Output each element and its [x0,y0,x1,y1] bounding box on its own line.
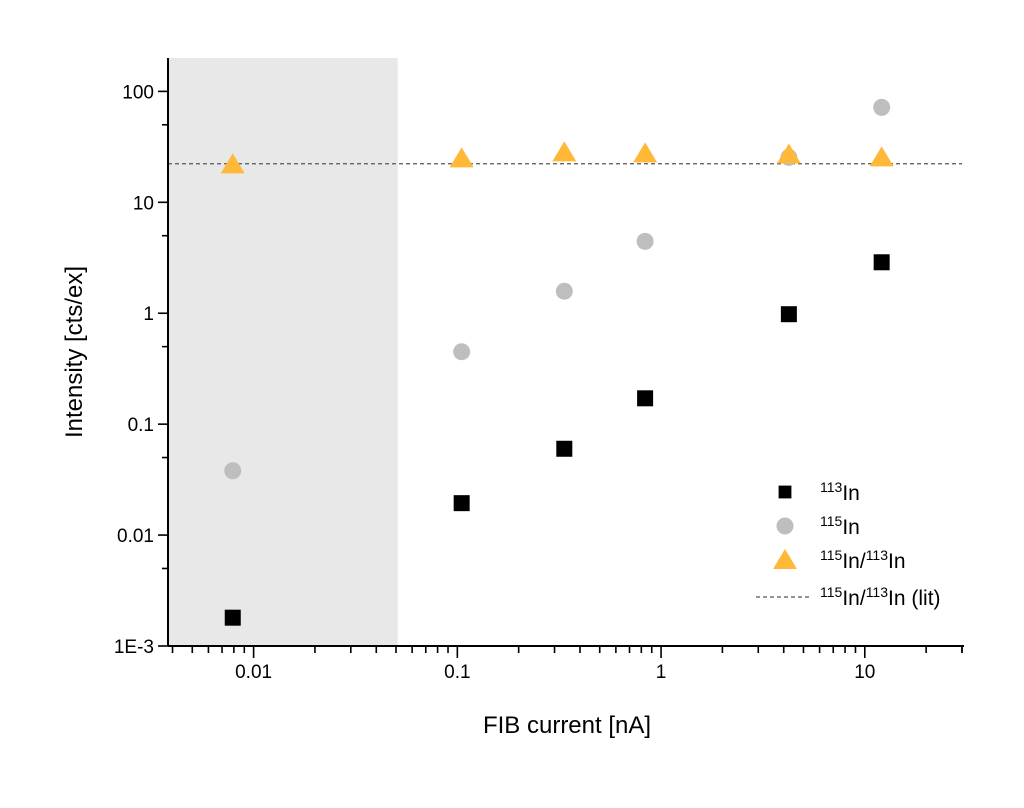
x-tick-label: 1 [656,662,667,683]
legend-label-part: 113 [820,479,843,495]
data-point-circle [453,343,471,361]
data-point-square [224,609,241,626]
legend-label-part: In [888,550,906,573]
legend-label-part: In [888,587,906,610]
data-marks [168,98,962,626]
legend-square-icon [778,485,792,499]
legend-label-part: (lit) [906,587,941,610]
legend-label: 115In/113In [820,547,906,573]
x-tick-label: 0.1 [444,662,470,683]
legend-label-part: In/ [842,587,866,610]
legend-label-part: 115 [820,584,843,600]
legend-label-part: 115 [820,547,843,563]
legend-entry: 115In [776,513,860,539]
data-point-triangle [633,142,658,163]
legend-label: 113In [820,479,860,505]
y-tick-label: 10 [133,193,154,214]
shaded-region-rect [168,58,398,646]
y-tick-label: 0.01 [117,526,154,547]
x-axis-label: FIB current [nA] [483,712,651,739]
x-tick-label: 0.01 [235,662,272,683]
data-point-square [453,495,470,512]
legend-label-part: 115 [820,513,843,529]
legend-label-part: In [842,516,860,539]
data-point-circle [555,282,573,300]
legend-entry: 115In/113In (lit) [756,584,941,610]
x-tick-label: 10 [854,662,875,683]
data-point-square [556,440,573,457]
shaded-region [168,58,398,646]
data-point-triangle [776,143,801,164]
data-point-triangle [552,141,577,162]
data-point-circle [224,462,242,480]
data-point-square [637,390,654,407]
data-point-square [873,254,890,271]
y-axis-label: Intensity [cts/ex] [61,266,88,438]
y-tick-label: 100 [122,82,154,103]
legend-label-part: 113 [866,584,889,600]
legend-circle-icon [776,517,794,535]
y-tick-label: 1E-3 [114,637,154,658]
data-point-circle [873,98,891,116]
data-point-triangle [449,147,474,168]
data-point-circle [636,232,654,250]
legend-label-part: 113 [866,547,889,563]
legend-label-part: In [842,482,860,505]
data-point-square [780,306,797,323]
legend-entry: 115In/113In [773,547,906,573]
legend-entry: 113In [778,479,860,505]
y-tick-label: 0.1 [128,415,154,436]
legend-label: 115In [820,513,860,539]
y-tick-label: 1 [143,304,154,325]
axes: 0.01 0.1 1 10 1E-3 0.01 0.1 1 10 100 [114,58,964,683]
legend-label-part: In/ [842,550,866,573]
legend-label: 115In/113In (lit) [820,584,941,610]
legend-triangle-icon [773,549,797,569]
data-point-triangle [869,146,894,167]
data-point-triangle [220,153,245,174]
